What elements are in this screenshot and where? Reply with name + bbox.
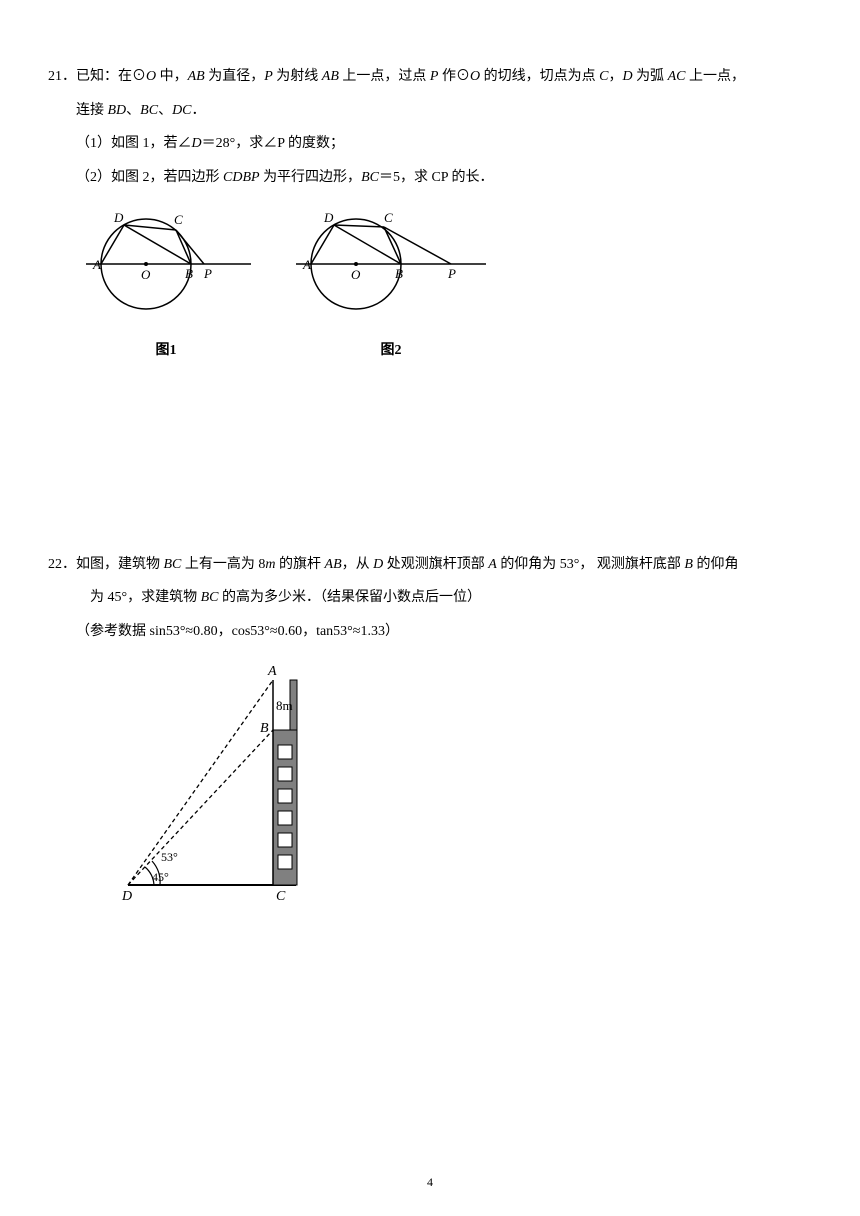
svg-text:D: D: [113, 210, 124, 225]
problem-number: 22．: [48, 557, 76, 572]
svg-text:D: D: [121, 889, 132, 904]
building-svg: 8m A B C D 53° 45°: [118, 660, 328, 905]
problem-21: 21．已知：在⊙O 中，AB 为直径，P 为射线 AB 上一点，过点 P 作⊙O…: [48, 60, 812, 368]
figure-2-svg: A B C D O P: [291, 204, 491, 314]
problem-22-line2: 为 45°，求建筑物 BC 的高为多少米．（结果保留小数点后一位）: [48, 581, 812, 615]
figure-2-block: A B C D O P 图2: [291, 204, 491, 367]
svg-text:A: A: [92, 257, 101, 272]
problem-21-figures: A B C D O P 图1 A B C: [48, 204, 812, 367]
svg-text:D: D: [323, 210, 334, 225]
svg-text:P: P: [203, 266, 212, 281]
svg-text:45°: 45°: [152, 870, 169, 884]
figure-1-caption: 图1: [76, 334, 256, 368]
problem-22: 22．如图，建筑物 BC 上有一高为 8m 的旗杆 AB，从 D 处观测旗杆顶部…: [48, 548, 812, 919]
figure-1-block: A B C D O P 图1: [76, 204, 256, 367]
svg-text:O: O: [351, 267, 361, 282]
svg-text:P: P: [447, 266, 456, 281]
svg-text:A: A: [267, 664, 277, 679]
svg-text:C: C: [174, 212, 183, 227]
problem-22-figure: 8m A B C D 53° 45°: [48, 660, 812, 919]
page-number: 4: [0, 1175, 860, 1190]
svg-text:8m: 8m: [276, 698, 293, 713]
figure-2-caption: 图2: [291, 334, 491, 368]
problem-21-part1: （1）如图 1，若∠D＝28°，求∠P 的度数；: [48, 127, 812, 161]
svg-text:B: B: [260, 721, 269, 736]
svg-text:53°: 53°: [161, 850, 178, 864]
problem-22-line1: 22．如图，建筑物 BC 上有一高为 8m 的旗杆 AB，从 D 处观测旗杆顶部…: [48, 548, 812, 582]
problem-number: 21．: [48, 69, 76, 84]
problem-22-ref: （参考数据 sin53°≈0.80，cos53°≈0.60，tan53°≈1.3…: [48, 615, 812, 649]
problem-21-stem-line2: 连接 BD、BC、DC．: [48, 94, 812, 128]
problem-21-part2: （2）如图 2，若四边形 CDBP 为平行四边形，BC＝5，求 CP 的长．: [48, 161, 812, 195]
svg-text:C: C: [384, 210, 393, 225]
svg-text:A: A: [302, 257, 311, 272]
figure-1-svg: A B C D O P: [76, 204, 256, 314]
svg-text:B: B: [395, 266, 403, 281]
svg-text:B: B: [185, 266, 193, 281]
svg-text:C: C: [276, 889, 286, 904]
problem-21-stem-line1: 21．已知：在⊙O 中，AB 为直径，P 为射线 AB 上一点，过点 P 作⊙O…: [48, 60, 812, 94]
svg-text:O: O: [141, 267, 151, 282]
